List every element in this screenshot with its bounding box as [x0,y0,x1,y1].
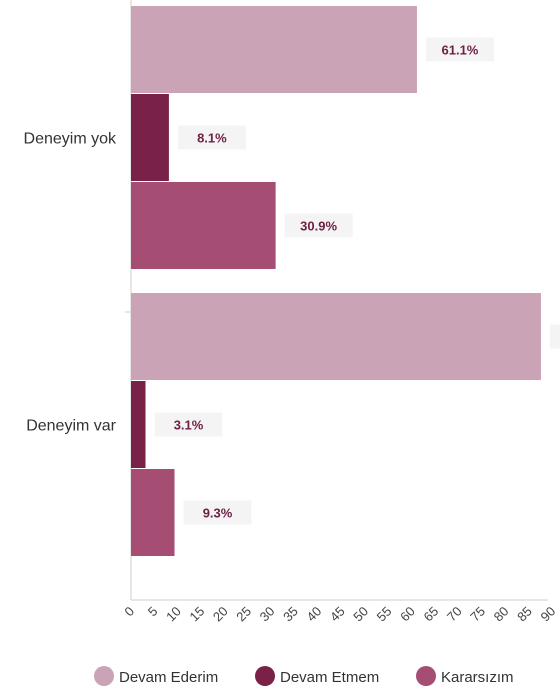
x-tick-label: 90 [537,604,558,625]
bar-devam-etmem [131,381,146,468]
x-tick-label: 50 [350,604,371,625]
data-label: 9.3% [203,506,233,521]
x-tick-label: 20 [210,604,231,625]
bar-devam-etmem [131,94,169,181]
data-label: 61.1% [442,43,479,58]
legend-item-label: Kararsızım [441,669,514,686]
category-label: Deneyim var [26,418,116,435]
x-tick-label: 35 [280,604,301,625]
data-label: 8.1% [197,131,227,146]
bar-kararsizim [131,469,175,556]
data-label-background [154,412,223,437]
bar-devam-ederim [131,293,541,380]
x-tick-label: 45 [327,604,348,625]
legend-marker [94,666,114,686]
data-label-background [177,125,246,150]
bar-kararsizim [131,182,276,269]
x-tick-label: 30 [257,604,278,625]
category-label: Deneyim yok [24,131,117,148]
legend-marker [416,666,436,686]
x-tick-label: 10 [163,604,184,625]
legend-item-label: Devam Etmem [280,669,379,686]
data-label-background [183,500,252,525]
x-tick-label: 25 [233,604,254,625]
x-tick-label: 55 [374,604,395,625]
x-tick-label: 75 [467,604,488,625]
data-label-background [549,324,560,349]
x-tick-label: 5 [145,604,161,620]
x-tick-label: 0 [121,604,137,620]
x-tick-label: 65 [420,604,441,625]
x-tick-label: 80 [491,604,512,625]
data-label: 30.9% [300,219,337,234]
x-tick-label: 15 [186,604,207,625]
data-label: 3.1% [174,418,204,433]
legend-marker [255,666,275,686]
x-tick-label: 85 [514,604,535,625]
x-tick-label: 40 [303,604,324,625]
data-label-background [284,213,353,238]
bar-devam-ederim [131,6,417,93]
data-label-background [425,37,494,62]
x-tick-label: 70 [444,604,465,625]
legend-item-label: Devam Ederim [119,669,218,686]
x-tick-label: 60 [397,604,418,625]
